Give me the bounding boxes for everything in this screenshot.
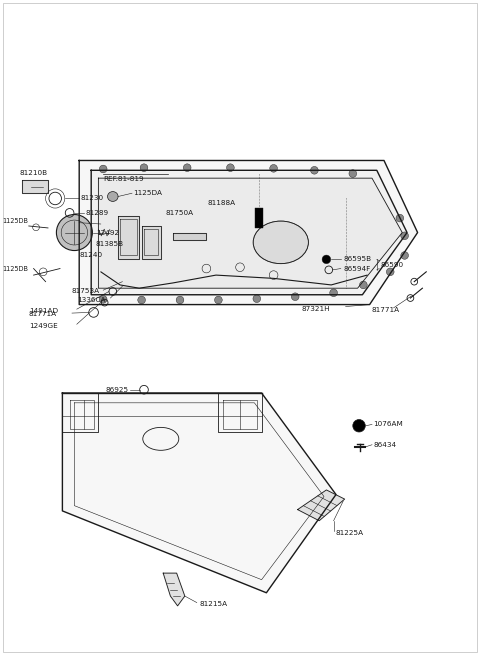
Text: 81753A: 81753A: [72, 288, 100, 295]
Text: 81771A: 81771A: [372, 307, 400, 313]
Text: 86595B: 86595B: [343, 256, 372, 263]
Text: 1076AM: 1076AM: [373, 421, 403, 428]
Ellipse shape: [108, 192, 118, 202]
Polygon shape: [173, 233, 206, 240]
Polygon shape: [79, 160, 418, 305]
Text: 81750A: 81750A: [166, 210, 194, 216]
Polygon shape: [62, 393, 336, 593]
Circle shape: [386, 268, 394, 276]
Circle shape: [270, 164, 277, 172]
Text: 81289: 81289: [85, 210, 108, 216]
Text: 1249GE: 1249GE: [29, 323, 58, 329]
Text: 81771A: 81771A: [29, 311, 57, 318]
Text: 1125DA: 1125DA: [133, 190, 162, 196]
Text: REF.81-819: REF.81-819: [103, 176, 144, 183]
Text: 12492: 12492: [96, 229, 119, 236]
Text: 81230: 81230: [81, 195, 104, 202]
Circle shape: [401, 252, 408, 259]
Text: 87321H: 87321H: [301, 306, 330, 312]
Circle shape: [349, 170, 357, 178]
Bar: [255, 208, 263, 228]
Text: 81210B: 81210B: [19, 170, 48, 176]
Circle shape: [311, 166, 318, 174]
Text: 81385B: 81385B: [96, 240, 124, 247]
Text: 81225A: 81225A: [335, 529, 363, 536]
Ellipse shape: [253, 221, 308, 264]
Circle shape: [396, 214, 404, 222]
Circle shape: [322, 255, 331, 264]
Text: 1125DB: 1125DB: [2, 265, 28, 272]
Circle shape: [140, 164, 148, 172]
Circle shape: [183, 164, 191, 172]
Circle shape: [176, 296, 184, 304]
Text: 1491AD: 1491AD: [29, 308, 58, 314]
Polygon shape: [163, 573, 185, 606]
Circle shape: [227, 164, 234, 172]
Text: 86925: 86925: [105, 386, 128, 393]
Text: 1336CA: 1336CA: [77, 297, 105, 303]
Circle shape: [330, 289, 337, 297]
Circle shape: [353, 419, 365, 432]
Circle shape: [360, 281, 367, 289]
Text: 81240: 81240: [79, 252, 102, 259]
Polygon shape: [22, 180, 48, 193]
Text: 1125DB: 1125DB: [2, 218, 28, 225]
Polygon shape: [98, 178, 402, 288]
Text: 86594F: 86594F: [343, 265, 371, 272]
Circle shape: [138, 296, 145, 304]
Circle shape: [253, 295, 261, 303]
Text: 81215A: 81215A: [199, 601, 228, 607]
Polygon shape: [118, 216, 139, 259]
Polygon shape: [298, 490, 345, 521]
Text: 86590: 86590: [381, 261, 404, 268]
Polygon shape: [91, 170, 407, 295]
Circle shape: [291, 293, 299, 301]
Circle shape: [401, 232, 408, 240]
Circle shape: [99, 295, 107, 303]
Polygon shape: [142, 226, 161, 259]
Circle shape: [215, 296, 222, 304]
Ellipse shape: [57, 215, 92, 250]
Text: 81188A: 81188A: [207, 200, 235, 206]
Text: 86434: 86434: [373, 441, 396, 448]
Circle shape: [99, 165, 107, 173]
